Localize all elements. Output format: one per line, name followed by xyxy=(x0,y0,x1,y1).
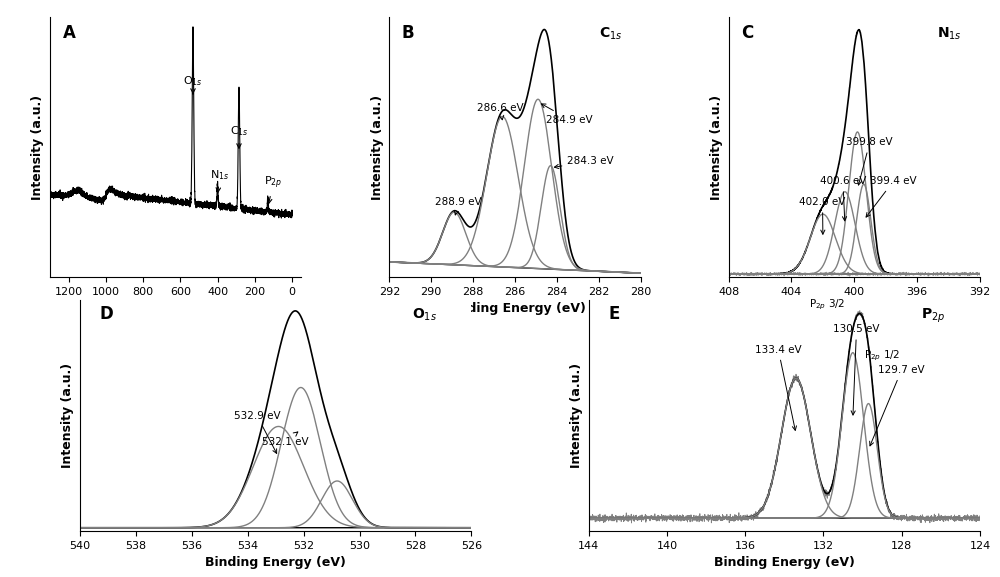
Y-axis label: Intensity (a.u.): Intensity (a.u.) xyxy=(570,363,583,468)
Text: N$_{1s}$: N$_{1s}$ xyxy=(210,168,229,192)
Y-axis label: Intensity (a.u.): Intensity (a.u.) xyxy=(61,363,74,468)
Text: 399.8 eV: 399.8 eV xyxy=(846,137,893,185)
Text: P$_{2p}$: P$_{2p}$ xyxy=(264,175,282,203)
Text: O$_{1s}$: O$_{1s}$ xyxy=(183,74,203,94)
Y-axis label: Intensity (a.u.): Intensity (a.u.) xyxy=(710,95,723,200)
Text: 286.6 eV: 286.6 eV xyxy=(477,103,524,120)
X-axis label: Binding Energy (eV): Binding Energy (eV) xyxy=(445,302,585,315)
Text: 399.4 eV: 399.4 eV xyxy=(866,176,917,217)
Text: 532.1 eV: 532.1 eV xyxy=(262,432,308,447)
Y-axis label: Intensity (a.u.): Intensity (a.u.) xyxy=(31,95,44,200)
Text: O$_{1s}$: O$_{1s}$ xyxy=(412,306,437,323)
Text: 532.9 eV: 532.9 eV xyxy=(234,411,280,454)
Text: C: C xyxy=(741,24,753,42)
Y-axis label: Intensity (a.u.): Intensity (a.u.) xyxy=(371,95,384,200)
Text: D: D xyxy=(100,305,113,323)
Text: P$_{2p}$: P$_{2p}$ xyxy=(921,306,945,325)
Text: E: E xyxy=(608,305,620,323)
X-axis label: Binding Energy (eV): Binding Energy (eV) xyxy=(784,302,925,315)
X-axis label: Binding Energy (eV): Binding Energy (eV) xyxy=(714,556,855,569)
Text: P$_{2p}$ 1/2: P$_{2p}$ 1/2 xyxy=(864,348,900,362)
Text: 402.0 eV: 402.0 eV xyxy=(799,197,846,234)
Text: 400.6 eV: 400.6 eV xyxy=(820,176,866,221)
X-axis label: Binding Energy (eV): Binding Energy (eV) xyxy=(205,556,346,569)
X-axis label: Binding Energy (eV): Binding Energy (eV) xyxy=(105,302,246,315)
Text: B: B xyxy=(402,24,415,42)
Text: C$_{1s}$: C$_{1s}$ xyxy=(230,124,248,148)
Text: C$_{1s}$: C$_{1s}$ xyxy=(599,26,622,43)
Text: 129.7 eV: 129.7 eV xyxy=(870,365,925,446)
Text: 130.5 eV: 130.5 eV xyxy=(833,324,880,415)
Text: 133.4 eV: 133.4 eV xyxy=(755,344,802,430)
Text: 284.9 eV: 284.9 eV xyxy=(541,104,593,125)
Text: P$_{2p}$ 3/2: P$_{2p}$ 3/2 xyxy=(809,297,846,312)
Text: 288.9 eV: 288.9 eV xyxy=(435,197,482,215)
Text: N$_{1s}$: N$_{1s}$ xyxy=(937,26,962,43)
Text: 284.3 eV: 284.3 eV xyxy=(554,156,614,168)
Text: A: A xyxy=(63,24,75,42)
